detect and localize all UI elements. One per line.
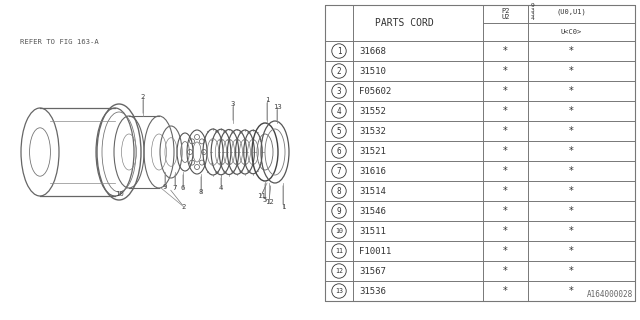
Text: 31511: 31511 [359, 227, 386, 236]
Text: 5: 5 [337, 126, 341, 135]
Text: *: * [503, 206, 508, 216]
Text: 11: 11 [335, 248, 343, 254]
Text: *: * [503, 46, 508, 56]
Text: PARTS CORD: PARTS CORD [374, 18, 433, 28]
Text: 11: 11 [257, 193, 266, 199]
Text: *: * [503, 286, 508, 296]
Text: 31552: 31552 [359, 107, 386, 116]
Text: *: * [569, 106, 574, 116]
Text: A164000028: A164000028 [587, 290, 633, 299]
Text: *: * [569, 46, 574, 56]
Text: *: * [503, 146, 508, 156]
Text: 7: 7 [337, 166, 341, 175]
Text: 2: 2 [337, 67, 341, 76]
Text: 1: 1 [281, 204, 285, 210]
Text: 1: 1 [265, 97, 269, 103]
Text: *: * [569, 266, 574, 276]
Text: *: * [503, 246, 508, 256]
Text: *: * [503, 266, 508, 276]
Text: *: * [569, 66, 574, 76]
Text: F10011: F10011 [359, 246, 391, 255]
Text: *: * [569, 166, 574, 176]
Text: *: * [503, 186, 508, 196]
Text: 8: 8 [337, 187, 341, 196]
Text: 31536: 31536 [359, 286, 386, 295]
Text: 31514: 31514 [359, 187, 386, 196]
Text: *: * [503, 86, 508, 96]
Text: 10: 10 [115, 191, 124, 197]
Text: U<C0>: U<C0> [561, 29, 582, 35]
Text: 13: 13 [273, 104, 282, 110]
Text: *: * [569, 146, 574, 156]
Text: 9: 9 [337, 206, 341, 215]
Text: 10: 10 [335, 228, 343, 234]
Text: 6: 6 [181, 185, 185, 191]
Text: (U0,U1): (U0,U1) [557, 9, 586, 15]
Text: 7: 7 [173, 185, 177, 191]
Text: 4: 4 [219, 185, 223, 191]
Text: 2: 2 [141, 94, 145, 100]
Text: 31546: 31546 [359, 206, 386, 215]
Text: *: * [569, 206, 574, 216]
Text: 13: 13 [335, 288, 343, 294]
Text: 9
3
3
4: 9 3 3 4 [531, 3, 535, 21]
Text: 5: 5 [263, 197, 267, 203]
Text: 31668: 31668 [359, 46, 386, 55]
Text: 3: 3 [231, 101, 235, 107]
Text: *: * [569, 86, 574, 96]
Text: 3: 3 [337, 86, 341, 95]
Text: *: * [569, 126, 574, 136]
Text: *: * [503, 126, 508, 136]
Text: F05602: F05602 [359, 86, 391, 95]
Text: *: * [569, 226, 574, 236]
Text: 12: 12 [264, 199, 273, 205]
Text: P2
U2: P2 U2 [501, 8, 509, 20]
Text: 12: 12 [335, 268, 343, 274]
Text: *: * [503, 106, 508, 116]
Text: 9: 9 [163, 184, 167, 190]
Bar [325, 5, 635, 301]
Text: *: * [503, 226, 508, 236]
Text: 2: 2 [182, 204, 186, 210]
Text: *: * [569, 286, 574, 296]
Text: 8: 8 [199, 189, 203, 195]
Text: 4: 4 [337, 107, 341, 116]
Text: 31616: 31616 [359, 166, 386, 175]
Text: 31567: 31567 [359, 267, 386, 276]
Text: 31521: 31521 [359, 147, 386, 156]
Text: 31532: 31532 [359, 126, 386, 135]
Text: 31510: 31510 [359, 67, 386, 76]
Text: 6: 6 [337, 147, 341, 156]
Text: *: * [503, 166, 508, 176]
Text: *: * [569, 246, 574, 256]
Text: *: * [503, 66, 508, 76]
Text: *: * [569, 186, 574, 196]
Text: 1: 1 [337, 46, 341, 55]
Text: REFER TO FIG 163-A: REFER TO FIG 163-A [20, 39, 99, 45]
